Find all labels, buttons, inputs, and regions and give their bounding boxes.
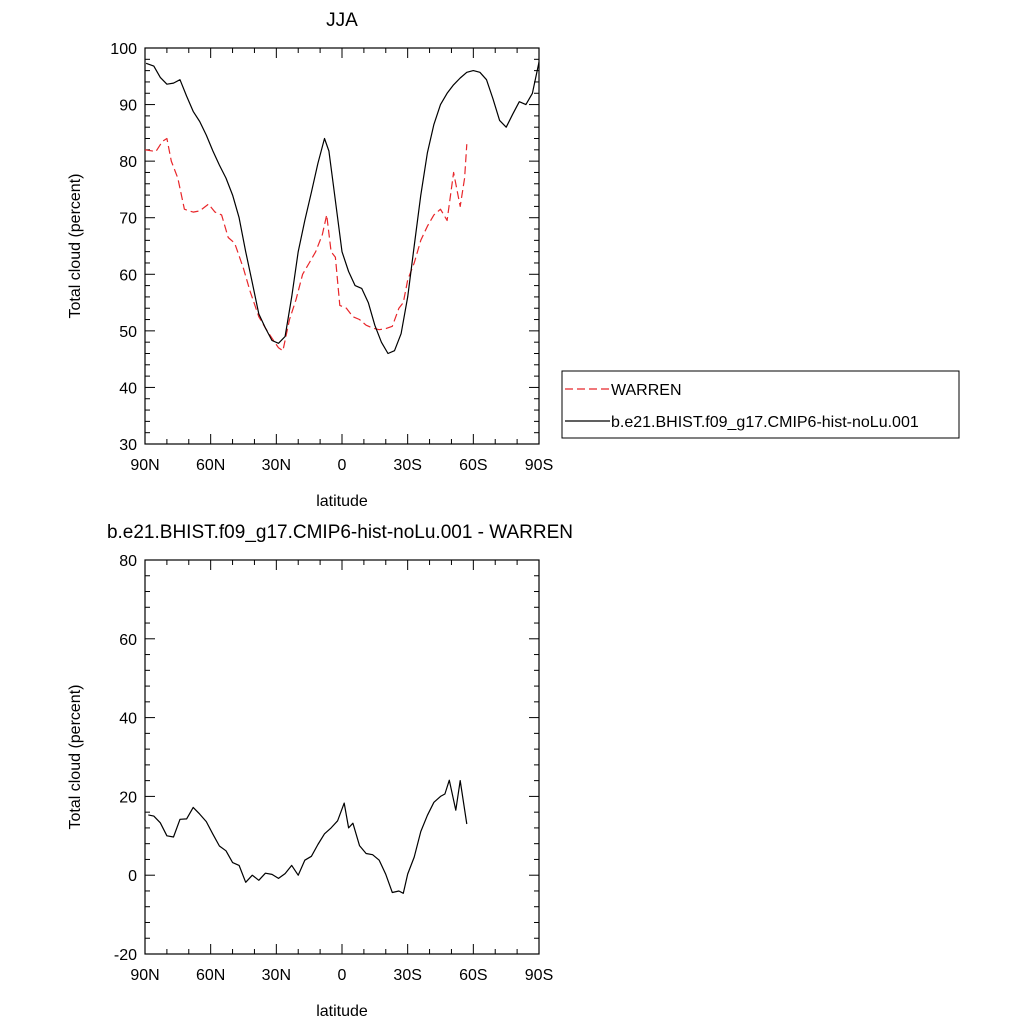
top-x-tick-label: 60S xyxy=(459,457,487,474)
bottom-x-tick-label: 60N xyxy=(196,967,225,984)
legend-box xyxy=(561,370,960,439)
bottom-x-tick-label: 90N xyxy=(130,967,159,984)
top-y-axis-label: Total cloud (percent) xyxy=(67,174,84,319)
top-x-tick-label: 30N xyxy=(262,457,291,474)
bottom-x-tick-label: 30N xyxy=(262,967,291,984)
bottom-x-tick-label: 60S xyxy=(459,967,487,984)
panel-top-chart: 90N 60N 30N 0 30S 60S 90S 30 40 50 60 70 80 90 100 JJA l… xyxy=(67,10,553,510)
bottom-y-tick-label: 40 xyxy=(119,711,137,728)
top-chart-title: JJA xyxy=(326,10,358,31)
legend-entry-warren: WARREN xyxy=(611,382,682,399)
bottom-chart-title: b.e21.BHIST.f09_g17.CMIP6-hist-noLu.001 … xyxy=(107,522,573,543)
top-x-axis-label: latitude xyxy=(316,493,368,510)
bottom-y-axis-label: Total cloud (percent) xyxy=(67,685,84,830)
bottom-x-tick-label: 0 xyxy=(338,967,347,984)
legend-entry-model: b.e21.BHIST.f09_g17.CMIP6-hist-noLu.001 xyxy=(611,414,919,431)
bottom-y-tick-label: 20 xyxy=(119,789,137,806)
bottom-series-line-0 xyxy=(148,779,468,894)
top-y-tick-label: 30 xyxy=(119,437,137,454)
top-y-tick-label: 60 xyxy=(119,267,137,284)
bottom-y-tick-label: -20 xyxy=(114,947,137,964)
bottom-y-tick-label: 0 xyxy=(128,868,137,885)
top-x-tick-label: 90N xyxy=(130,457,159,474)
bottom-x-axis-label: latitude xyxy=(316,1003,368,1020)
top-series-line-1 xyxy=(145,61,540,355)
bottom-x-tick-label: 90S xyxy=(525,967,553,984)
top-y-tick-label: 50 xyxy=(119,324,137,341)
top-y-tick-label: 70 xyxy=(119,211,137,228)
top-series-line-0 xyxy=(144,137,468,352)
bottom-y-tick-label: 80 xyxy=(119,553,137,570)
top-y-tick-label: 90 xyxy=(119,98,137,115)
top-y-tick-label: 100 xyxy=(110,41,137,58)
panel-bottom-chart: 90N 60N 30N 0 30S 60S 90S -20 0 20 40 60 80 b.e21.BHI… xyxy=(67,522,573,1020)
top-x-tick-label: 90S xyxy=(525,457,553,474)
bottom-plot-frame xyxy=(144,559,540,955)
top-plot-frame xyxy=(144,47,540,445)
bottom-x-tick-label: 30S xyxy=(393,967,421,984)
top-x-tick-label: 30S xyxy=(393,457,421,474)
bottom-y-tick-label: 60 xyxy=(119,632,137,649)
top-y-tick-label: 40 xyxy=(119,380,137,397)
top-x-tick-label: 0 xyxy=(338,457,347,474)
top-x-tick-label: 60N xyxy=(196,457,225,474)
top-y-tick-label: 80 xyxy=(119,154,137,171)
legend: WARREN b.e21.BHIST.f09_g17.CMIP6-hist-no… xyxy=(561,370,960,439)
